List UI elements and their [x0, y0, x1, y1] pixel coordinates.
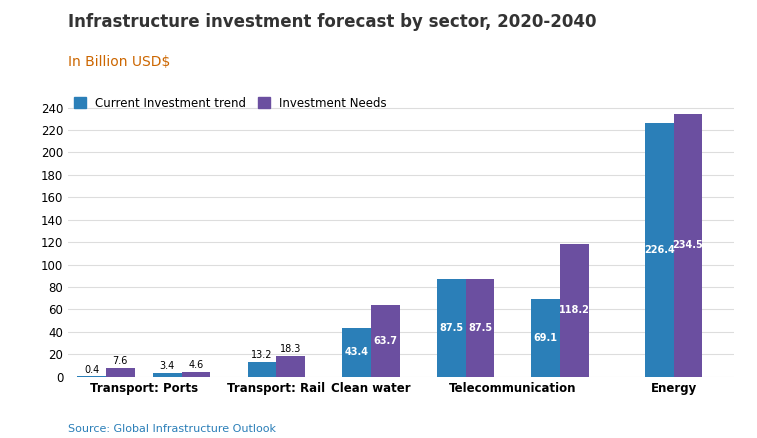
- Text: 226.4: 226.4: [644, 245, 674, 255]
- Text: 13.2: 13.2: [251, 350, 273, 360]
- Bar: [153, 373, 182, 377]
- Text: 118.2: 118.2: [559, 305, 590, 315]
- Text: 3.4: 3.4: [160, 361, 175, 371]
- Text: In Billion USD$: In Billion USD$: [68, 55, 170, 69]
- Bar: [342, 328, 371, 377]
- Text: Infrastructure investment forecast by sector, 2020-2040: Infrastructure investment forecast by se…: [68, 13, 597, 31]
- Bar: [466, 279, 494, 377]
- Bar: [276, 356, 305, 377]
- Text: Source: Global Infrastructure Outlook: Source: Global Infrastructure Outlook: [68, 424, 276, 434]
- Text: 63.7: 63.7: [373, 336, 397, 346]
- Legend: Current Investment trend, Investment Needs: Current Investment trend, Investment Nee…: [74, 97, 387, 110]
- Text: 69.1: 69.1: [534, 333, 558, 343]
- Text: 0.4: 0.4: [84, 364, 99, 374]
- Bar: [106, 368, 135, 377]
- Text: 7.6: 7.6: [113, 357, 128, 367]
- Text: 18.3: 18.3: [280, 344, 301, 354]
- Bar: [248, 362, 276, 377]
- Text: 234.5: 234.5: [673, 240, 703, 250]
- Text: 43.4: 43.4: [344, 347, 369, 357]
- Bar: [645, 123, 674, 377]
- Bar: [560, 244, 589, 377]
- Text: 4.6: 4.6: [188, 360, 204, 370]
- Bar: [674, 114, 702, 377]
- Bar: [182, 371, 210, 377]
- Text: 87.5: 87.5: [468, 323, 492, 332]
- Bar: [437, 279, 466, 377]
- Text: 87.5: 87.5: [439, 323, 463, 332]
- Bar: [531, 299, 560, 377]
- Bar: [371, 305, 400, 377]
- Bar: [77, 376, 106, 377]
